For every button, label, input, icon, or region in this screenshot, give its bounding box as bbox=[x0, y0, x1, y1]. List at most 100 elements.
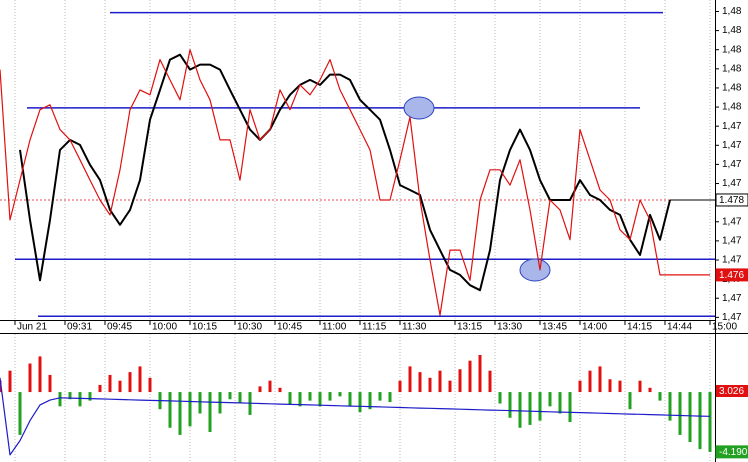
y-tick-label: 1,48 bbox=[722, 6, 742, 17]
histogram-bar bbox=[138, 366, 142, 393]
histogram-bar bbox=[58, 392, 62, 407]
histogram-bar bbox=[198, 392, 202, 414]
histogram-bar bbox=[548, 392, 552, 407]
x-tick-label: 11:15 bbox=[362, 322, 387, 333]
histogram-bar bbox=[348, 392, 352, 407]
histogram-bar bbox=[498, 392, 502, 404]
histogram-bar bbox=[508, 392, 512, 418]
histogram-bar bbox=[558, 392, 562, 414]
histogram-bar bbox=[478, 354, 482, 393]
y-tick-label: 1,47 bbox=[722, 293, 742, 304]
histogram-bar bbox=[278, 387, 282, 393]
histogram-bar bbox=[68, 392, 72, 400]
histogram-bar bbox=[48, 374, 52, 393]
histogram-bar bbox=[318, 392, 322, 407]
y-tick-label: 1,47 bbox=[722, 312, 742, 323]
histogram-bar bbox=[438, 370, 442, 393]
y-tick-label: 1,47 bbox=[722, 236, 742, 247]
price-box bbox=[715, 193, 748, 207]
highlight-ellipse bbox=[519, 258, 551, 282]
histogram-bar bbox=[38, 356, 42, 393]
histogram-bar bbox=[678, 392, 682, 435]
x-tick-label: 14:44 bbox=[667, 322, 692, 333]
x-tick-label: 10:00 bbox=[152, 322, 177, 333]
histogram-bar bbox=[108, 374, 112, 393]
x-tick-label: 13:30 bbox=[497, 322, 522, 333]
histogram-bar bbox=[408, 366, 412, 393]
histogram-bar bbox=[518, 392, 522, 428]
y-tick-label: 1,47 bbox=[722, 216, 742, 227]
price-box-label: 1.478 bbox=[719, 195, 744, 206]
histogram-bar bbox=[628, 392, 632, 410]
histogram-bar bbox=[128, 372, 132, 393]
x-tick-label: 13:45 bbox=[542, 322, 567, 333]
histogram-bar bbox=[528, 392, 532, 425]
histogram-bar bbox=[78, 392, 82, 407]
histogram-bar bbox=[668, 392, 672, 421]
histogram-bar bbox=[618, 380, 622, 393]
y-tick-label: 1,48 bbox=[722, 83, 742, 94]
indicator-value-box bbox=[716, 385, 748, 397]
x-tick-label: 09:31 bbox=[67, 322, 92, 333]
histogram-bar bbox=[418, 372, 422, 393]
y-tick-label: 1,47 bbox=[722, 140, 742, 151]
indicator-value: 3.026 bbox=[719, 386, 744, 397]
histogram-bar bbox=[148, 377, 152, 393]
histogram-bar bbox=[598, 366, 602, 393]
histogram-bar bbox=[468, 360, 472, 393]
y-tick-label: 1,47 bbox=[722, 255, 742, 266]
histogram-bar bbox=[298, 392, 302, 407]
highlight-ellipse bbox=[403, 96, 435, 120]
histogram-bar bbox=[268, 380, 272, 393]
histogram-bar bbox=[308, 392, 312, 401]
histogram-bar bbox=[18, 392, 22, 435]
histogram-bar bbox=[538, 392, 542, 421]
y-tick-label: 1,47 bbox=[722, 121, 742, 132]
y-tick-label: 1,48 bbox=[722, 44, 742, 55]
histogram-bar bbox=[608, 379, 612, 393]
y-tick-label: 1,48 bbox=[722, 25, 742, 36]
histogram-bar bbox=[188, 392, 192, 427]
histogram-bar bbox=[338, 392, 342, 397]
price-box-label: -4.190 bbox=[719, 447, 748, 458]
histogram-bar bbox=[448, 380, 452, 393]
histogram-bar bbox=[168, 392, 172, 428]
histogram-bar bbox=[358, 392, 362, 413]
histogram-bar bbox=[578, 380, 582, 393]
histogram-bar bbox=[258, 386, 262, 393]
histogram-bar bbox=[238, 392, 242, 404]
x-tick-label: 14:15 bbox=[627, 322, 652, 333]
x-tick-label: 10:30 bbox=[237, 322, 262, 333]
x-tick-label: Jun 21 bbox=[17, 322, 47, 333]
histogram-bar bbox=[658, 392, 662, 401]
series-line bbox=[0, 377, 711, 456]
histogram-bar bbox=[8, 370, 12, 393]
price-box bbox=[715, 445, 748, 459]
x-tick-label: 10:15 bbox=[192, 322, 217, 333]
y-tick-label: 1,48 bbox=[722, 63, 742, 74]
histogram-bar bbox=[98, 384, 102, 393]
y-tick-label: 1,47 bbox=[722, 178, 742, 189]
x-tick-label: 11:00 bbox=[322, 322, 347, 333]
histogram-bar bbox=[28, 363, 32, 393]
x-tick-label: 10:45 bbox=[277, 322, 302, 333]
histogram-bar bbox=[698, 392, 702, 450]
histogram-bar bbox=[228, 392, 232, 400]
histogram-bar bbox=[588, 370, 592, 393]
y-tick-label: 1,48 bbox=[722, 102, 742, 113]
histogram-bar bbox=[488, 370, 492, 393]
histogram-bar bbox=[88, 392, 92, 401]
series-line bbox=[0, 49, 710, 316]
histogram-bar bbox=[328, 392, 332, 401]
histogram-bar bbox=[638, 380, 642, 393]
histogram-bar bbox=[648, 387, 652, 393]
histogram-bar bbox=[288, 392, 292, 405]
histogram-bar bbox=[178, 392, 182, 435]
histogram-bar bbox=[398, 380, 402, 393]
histogram-bar bbox=[708, 392, 712, 452]
price-box bbox=[715, 268, 748, 282]
y-tick-label: 1,47 bbox=[722, 159, 742, 170]
x-tick-label: 13:15 bbox=[457, 322, 482, 333]
histogram-bar bbox=[368, 392, 372, 410]
